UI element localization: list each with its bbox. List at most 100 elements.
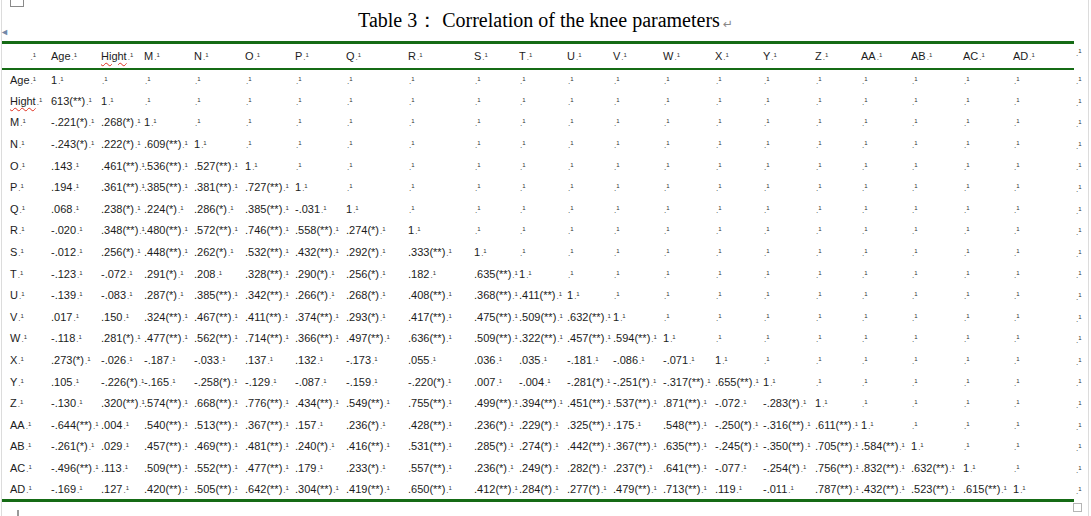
col-header-y[interactable]: Y.1 xyxy=(758,43,810,69)
row-header-u[interactable]: U.1 xyxy=(2,284,46,306)
cell-z-o[interactable]: .776(**).1 xyxy=(240,392,290,414)
cell-v-ad[interactable]: .1 xyxy=(1008,306,1074,328)
cell-s-v[interactable]: .1 xyxy=(608,241,658,263)
row-header-p[interactable]: P.1 xyxy=(2,176,46,198)
cell-n-u[interactable]: .1 xyxy=(562,133,608,155)
cell-ab-v[interactable]: .367(**).1 xyxy=(608,436,658,458)
cell-q-u[interactable]: .1 xyxy=(562,198,608,220)
cell-n-n[interactable]: 1.1 xyxy=(189,133,240,155)
cell-ab-p[interactable]: .240(*).1 xyxy=(290,436,341,458)
cell-aa-x[interactable]: -.250(*).1 xyxy=(710,414,758,436)
cell-hight-v[interactable]: .1 xyxy=(608,90,658,112)
cell-x-t[interactable]: .035.1 xyxy=(514,349,562,371)
cell-ab-u[interactable]: .442(**).1 xyxy=(562,436,608,458)
cell-p-x[interactable]: .1 xyxy=(710,176,758,198)
cell-y-ad[interactable]: .1 xyxy=(1008,371,1074,393)
cell-y-v[interactable]: -.251(*).1 xyxy=(608,371,658,393)
cell-z-n[interactable]: .668(**).1 xyxy=(189,392,240,414)
cell-ac-t[interactable]: .249(*).1 xyxy=(514,457,562,479)
cell-o-o[interactable]: 1.1 xyxy=(240,155,290,177)
cell-x-v[interactable]: -.086.1 xyxy=(608,349,658,371)
cell-z-y[interactable]: -.283(*).1 xyxy=(758,392,810,414)
row-header-n[interactable]: N.1 xyxy=(2,133,46,155)
cell-v-age[interactable]: .017.1 xyxy=(46,306,96,328)
cell-u-m[interactable]: .287(*).1 xyxy=(139,284,189,306)
cell-x-ac[interactable]: .1 xyxy=(958,349,1008,371)
cell-age-age[interactable]: 1.1 xyxy=(46,69,96,91)
cell-hight-n[interactable]: .1 xyxy=(189,90,240,112)
cell-age-t[interactable]: .1 xyxy=(514,69,562,91)
cell-r-n[interactable]: .572(**).1 xyxy=(189,220,240,242)
cell-z-v[interactable]: .537(**).1 xyxy=(608,392,658,414)
cell-age-m[interactable]: .1 xyxy=(139,69,189,91)
cell-age-q[interactable]: .1 xyxy=(341,69,403,91)
cell-ac-n[interactable]: .552(**).1 xyxy=(189,457,240,479)
cell-u-o[interactable]: .342(**).1 xyxy=(240,284,290,306)
cell-ac-ad[interactable]: .1 xyxy=(1008,457,1074,479)
cell-q-ad[interactable]: .1 xyxy=(1008,198,1074,220)
cell-t-t[interactable]: 1.1 xyxy=(514,263,562,285)
cell-y-u[interactable]: -.281(*).1 xyxy=(562,371,608,393)
row-header-aa[interactable]: AA.1 xyxy=(2,414,46,436)
col-header-hight[interactable]: Hight.1 xyxy=(96,43,139,69)
cell-z-m[interactable]: .574(**).1 xyxy=(139,392,189,414)
col-header-q[interactable]: Q.1 xyxy=(341,43,403,69)
row-header-hight[interactable]: Hight.1 xyxy=(2,90,46,112)
cell-p-v[interactable]: .1 xyxy=(608,176,658,198)
cell-r-w[interactable]: .1 xyxy=(658,220,710,242)
cell-u-s[interactable]: .368(**).1 xyxy=(469,284,514,306)
cell-ad-q[interactable]: .419(**).1 xyxy=(341,479,403,501)
cell-q-t[interactable]: .1 xyxy=(514,198,562,220)
cell-hight-w[interactable]: .1 xyxy=(658,90,710,112)
cell-hight-u[interactable]: .1 xyxy=(562,90,608,112)
cell-w-w[interactable]: 1.1 xyxy=(658,328,710,350)
word-document-page[interactable]: ◄ Table 3： Correlation of the knee param… xyxy=(0,0,1091,516)
cell-v-ab[interactable]: .1 xyxy=(906,306,958,328)
cell-v-v[interactable]: 1.1 xyxy=(608,306,658,328)
cell-p-w[interactable]: .1 xyxy=(658,176,710,198)
cell-o-ad[interactable]: .1 xyxy=(1008,155,1074,177)
cell-w-p[interactable]: .366(**).1 xyxy=(290,328,341,350)
cell-aa-y[interactable]: -.316(**).1 xyxy=(758,414,810,436)
col-header-p[interactable]: P.1 xyxy=(290,43,341,69)
cell-o-age[interactable]: .143.1 xyxy=(46,155,96,177)
cell-aa-m[interactable]: .540(**).1 xyxy=(139,414,189,436)
cell-age-v[interactable]: .1 xyxy=(608,69,658,91)
col-header-o[interactable]: O.1 xyxy=(240,43,290,69)
cell-ab-aa[interactable]: .584(**).1 xyxy=(856,436,906,458)
cell-z-w[interactable]: .871(**).1 xyxy=(658,392,710,414)
col-header-ad[interactable]: AD.1 xyxy=(1008,43,1074,69)
cell-y-x[interactable]: .655(**).1 xyxy=(710,371,758,393)
cell-m-hight[interactable]: .268(*).1 xyxy=(96,112,139,134)
cell-t-n[interactable]: .208.1 xyxy=(189,263,240,285)
cell-m-w[interactable]: .1 xyxy=(658,112,710,134)
cell-ac-aa[interactable]: .832(**).1 xyxy=(856,457,906,479)
cell-q-v[interactable]: .1 xyxy=(608,198,658,220)
cell-x-n[interactable]: -.033.1 xyxy=(189,349,240,371)
cell-u-z[interactable]: .1 xyxy=(810,284,856,306)
cell-n-v[interactable]: .1 xyxy=(608,133,658,155)
col-header-w[interactable]: W.1 xyxy=(658,43,710,69)
col-header-t[interactable]: T.1 xyxy=(514,43,562,69)
cell-o-s[interactable]: .1 xyxy=(469,155,514,177)
cell-o-u[interactable]: .1 xyxy=(562,155,608,177)
cell-r-ad[interactable]: .1 xyxy=(1008,220,1074,242)
col-header-z[interactable]: Z.1 xyxy=(810,43,856,69)
cell-w-ac[interactable]: .1 xyxy=(958,328,1008,350)
cell-y-p[interactable]: -.087.1 xyxy=(290,371,341,393)
cell-hight-t[interactable]: .1 xyxy=(514,90,562,112)
col-header-v[interactable]: V.1 xyxy=(608,43,658,69)
row-header-x[interactable]: X.1 xyxy=(2,349,46,371)
cell-m-n[interactable]: .1 xyxy=(189,112,240,134)
cell-u-n[interactable]: .385(**).1 xyxy=(189,284,240,306)
cell-s-t[interactable]: .1 xyxy=(514,241,562,263)
cell-age-y[interactable]: .1 xyxy=(758,69,810,91)
cell-p-age[interactable]: .194.1 xyxy=(46,176,96,198)
cell-z-t[interactable]: .394(**).1 xyxy=(514,392,562,414)
cell-w-m[interactable]: .477(**).1 xyxy=(139,328,189,350)
cell-ad-p[interactable]: .304(**).1 xyxy=(290,479,341,501)
cell-y-aa[interactable]: .1 xyxy=(856,371,906,393)
cell-s-ac[interactable]: .1 xyxy=(958,241,1008,263)
row-header-s[interactable]: S.1 xyxy=(2,241,46,263)
cell-q-r[interactable]: .1 xyxy=(403,198,469,220)
